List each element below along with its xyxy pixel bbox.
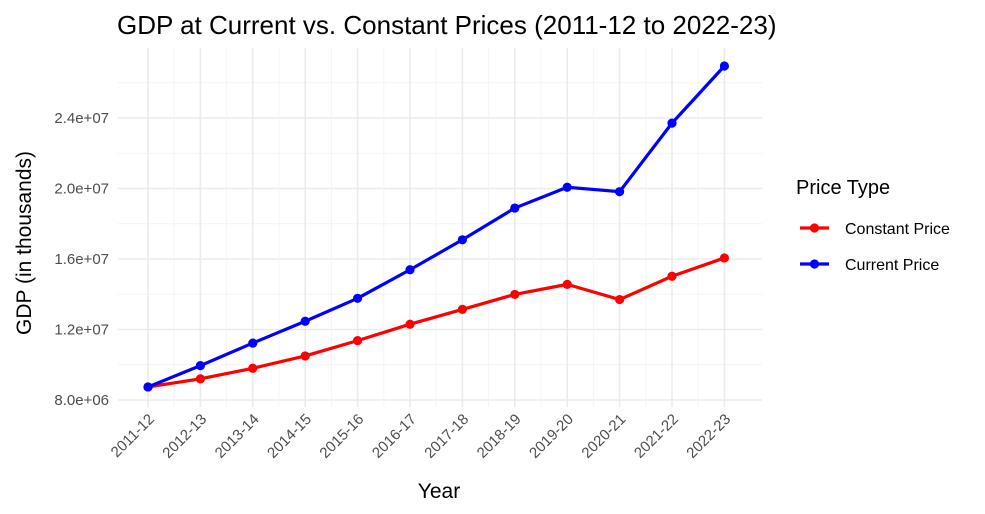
x-tick-label: 2021-22 (631, 411, 682, 462)
data-point (405, 265, 415, 275)
data-point (248, 363, 258, 373)
series-line (147, 256, 725, 389)
legend-title: Price Type (796, 177, 890, 199)
x-tick-label: 2017-18 (421, 411, 472, 462)
series-constant-price (143, 253, 730, 392)
series-line (147, 64, 726, 389)
x-tick-label: 2022-23 (683, 411, 734, 462)
x-tick-label: 2013-14 (212, 411, 263, 462)
chart-title: GDP at Current vs. Constant Prices (2011… (117, 10, 776, 40)
x-tick-label: 2014-15 (264, 411, 315, 462)
legend: Price Type Constant Price Current Price (796, 177, 950, 274)
data-point (719, 253, 730, 263)
data-point (667, 271, 677, 281)
y-tick-label: 1.2e+07 (54, 322, 109, 339)
data-point (143, 382, 153, 392)
y-tick-labels: 8.0e+06 1.2e+07 1.6e+07 2.0e+07 2.4e+07 (54, 110, 109, 409)
grid-lines (118, 48, 762, 407)
y-axis-title: GDP (in thousands) (13, 151, 36, 335)
series-layer (143, 61, 730, 392)
data-point (510, 203, 520, 213)
data-point (562, 279, 572, 289)
y-tick-label: 1.6e+07 (54, 251, 109, 268)
data-point (300, 351, 310, 361)
data-point (667, 118, 677, 128)
data-point (195, 374, 205, 384)
legend-key-point (809, 223, 820, 233)
legend-label: Constant Price (845, 221, 950, 238)
y-tick-label: 2.0e+07 (54, 181, 109, 198)
legend-item-constant-price: Constant Price (800, 221, 950, 238)
legend-key-point (809, 259, 820, 269)
data-point (353, 293, 363, 303)
x-axis-title: Year (418, 480, 460, 503)
y-tick-label: 8.0e+06 (54, 392, 109, 409)
data-point (615, 294, 625, 305)
x-tick-label: 2016-17 (369, 411, 420, 462)
legend-label: Current Price (845, 257, 939, 274)
data-point (353, 336, 363, 346)
data-point (248, 338, 258, 348)
y-tick-label: 2.4e+07 (54, 110, 109, 127)
x-tick-label: 2019-20 (526, 411, 577, 462)
x-tick-label: 2020-21 (578, 411, 629, 462)
series-current-price (143, 61, 730, 392)
data-point (457, 235, 467, 245)
data-point (719, 61, 730, 71)
data-point (405, 319, 415, 329)
x-tick-label: 2015-16 (316, 411, 367, 462)
x-tick-label: 2011-12 (108, 411, 158, 461)
legend-item-current-price: Current Price (800, 257, 939, 274)
data-point (562, 182, 572, 192)
x-tick-label: 2012-13 (159, 411, 210, 462)
x-tick-label: 2018-19 (474, 411, 525, 462)
data-point (457, 304, 467, 315)
data-point (195, 361, 205, 371)
data-point (510, 289, 520, 300)
x-tick-labels: 2011-12 2012-13 2013-14 2014-15 2015-16 2016-… (108, 411, 735, 462)
data-point (300, 316, 310, 326)
data-point (615, 187, 625, 197)
